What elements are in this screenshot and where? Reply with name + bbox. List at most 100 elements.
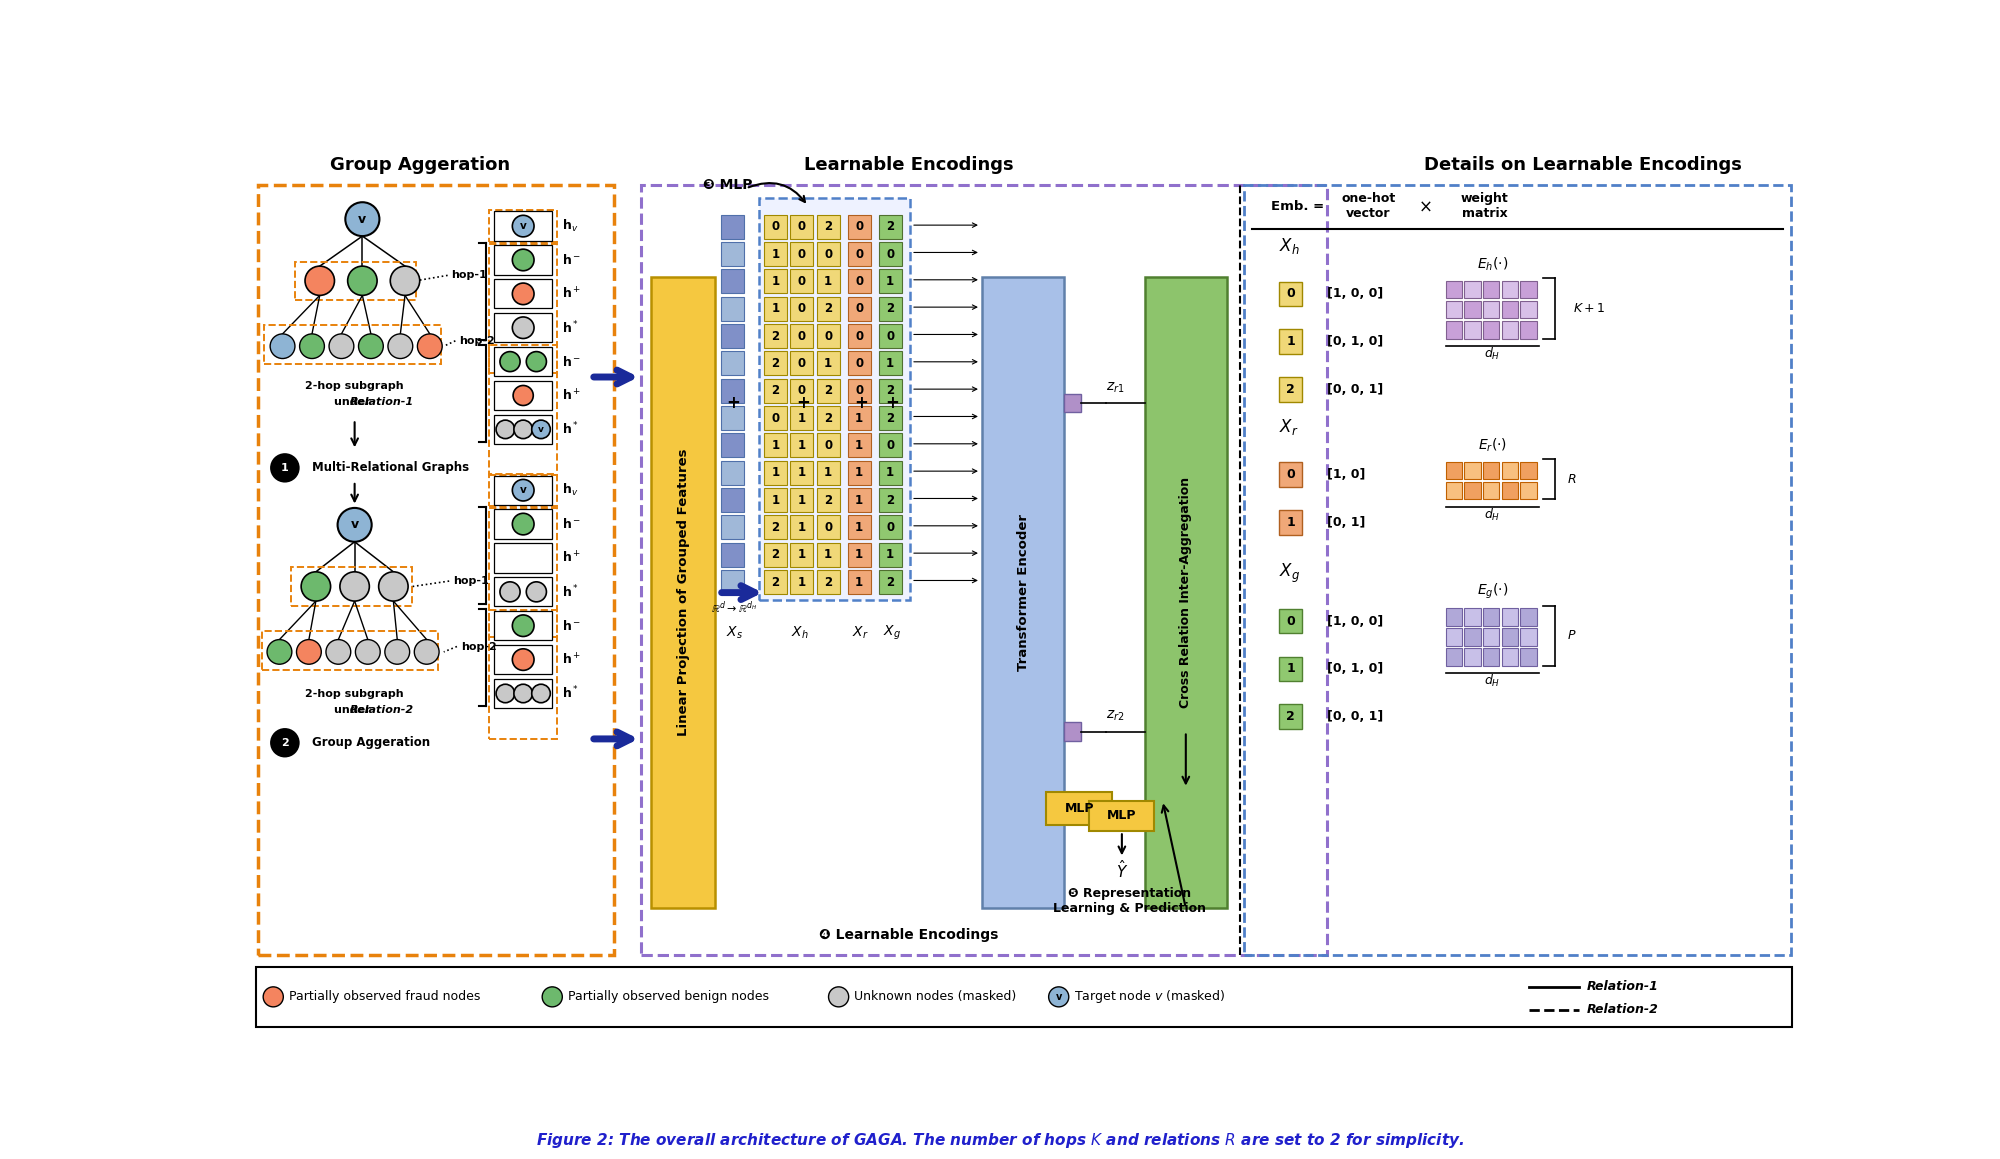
Bar xyxy=(790,406,814,430)
Bar xyxy=(490,508,556,637)
Text: hop-1: hop-1 xyxy=(452,270,488,280)
Bar xyxy=(764,488,788,512)
Text: Transformer Encoder: Transformer Encoder xyxy=(1016,515,1030,671)
Text: +: + xyxy=(884,394,898,411)
Bar xyxy=(1064,722,1080,741)
Bar xyxy=(1520,280,1536,299)
Text: 2: 2 xyxy=(824,384,832,398)
Bar xyxy=(494,544,552,573)
Text: +: + xyxy=(726,394,740,411)
Bar xyxy=(722,460,744,484)
Circle shape xyxy=(356,640,380,664)
Text: Partially observed benign nodes: Partially observed benign nodes xyxy=(568,990,768,1004)
Bar xyxy=(722,488,744,512)
Bar xyxy=(258,184,614,955)
Bar xyxy=(722,214,744,239)
Bar xyxy=(652,277,716,909)
Bar xyxy=(790,269,814,293)
Bar xyxy=(982,277,1064,909)
Bar xyxy=(1484,648,1500,665)
Bar xyxy=(764,406,788,430)
Circle shape xyxy=(532,684,550,702)
Circle shape xyxy=(512,249,534,271)
Bar xyxy=(1502,301,1518,319)
Text: 0: 0 xyxy=(856,248,864,261)
Bar xyxy=(1280,705,1302,729)
Text: 2: 2 xyxy=(772,548,780,561)
Bar xyxy=(878,488,902,512)
Bar xyxy=(878,351,902,376)
Text: 1: 1 xyxy=(1286,335,1296,348)
Bar xyxy=(1520,461,1536,480)
Text: $E_g(\cdot)$: $E_g(\cdot)$ xyxy=(1476,582,1508,602)
Text: Unknown nodes (masked): Unknown nodes (masked) xyxy=(854,990,1016,1004)
Bar xyxy=(1484,608,1500,626)
Text: 2: 2 xyxy=(1286,710,1296,723)
Bar xyxy=(790,351,814,376)
Text: Target node $v$ (masked): Target node $v$ (masked) xyxy=(1074,989,1226,1005)
Text: 0: 0 xyxy=(824,439,832,452)
Bar xyxy=(1502,648,1518,665)
Text: 0: 0 xyxy=(1286,614,1296,628)
Text: Emb. =: Emb. = xyxy=(1272,199,1324,212)
Circle shape xyxy=(512,216,534,236)
Circle shape xyxy=(512,283,534,305)
Text: 2: 2 xyxy=(824,302,832,315)
Bar xyxy=(490,474,556,506)
Circle shape xyxy=(514,420,532,438)
Bar xyxy=(494,510,552,539)
Text: 2: 2 xyxy=(280,738,288,748)
Bar xyxy=(494,577,552,606)
Text: 1: 1 xyxy=(856,411,864,424)
Text: 0: 0 xyxy=(824,520,832,534)
Text: 0: 0 xyxy=(798,275,806,287)
Bar xyxy=(1502,482,1518,500)
Bar xyxy=(1244,184,1790,955)
Circle shape xyxy=(500,351,520,372)
Bar xyxy=(848,323,870,348)
Bar xyxy=(722,297,744,321)
Bar xyxy=(816,351,840,376)
Text: $X_h$: $X_h$ xyxy=(790,625,808,641)
Text: hop-1: hop-1 xyxy=(454,576,488,586)
Bar xyxy=(722,516,744,539)
Bar xyxy=(878,323,902,348)
Text: v: v xyxy=(350,518,358,531)
Text: [1, 0, 0]: [1, 0, 0] xyxy=(1328,287,1384,300)
Bar xyxy=(878,406,902,430)
Bar xyxy=(1464,321,1480,338)
Bar xyxy=(1502,608,1518,626)
Text: hop-2: hop-2 xyxy=(460,336,496,345)
Bar xyxy=(722,242,744,267)
Bar xyxy=(764,269,788,293)
Text: 2: 2 xyxy=(772,576,780,589)
Bar xyxy=(1280,377,1302,402)
Bar xyxy=(816,460,840,484)
Circle shape xyxy=(418,334,442,358)
Text: v: v xyxy=(520,486,526,495)
Bar xyxy=(490,345,556,475)
Text: [0, 0, 1]: [0, 0, 1] xyxy=(1328,382,1384,396)
Bar xyxy=(494,611,552,641)
Text: 1: 1 xyxy=(886,548,894,561)
Circle shape xyxy=(340,571,370,602)
Circle shape xyxy=(270,334,294,358)
Circle shape xyxy=(414,640,440,664)
Text: Relation-1: Relation-1 xyxy=(1586,981,1658,993)
Text: v: v xyxy=(538,425,544,433)
Text: 0: 0 xyxy=(856,357,864,370)
Bar xyxy=(816,542,840,567)
Text: $X_r$: $X_r$ xyxy=(852,625,870,641)
Bar xyxy=(1464,280,1480,299)
Bar xyxy=(722,542,744,567)
Bar xyxy=(1464,461,1480,480)
Text: 2: 2 xyxy=(886,411,894,424)
Bar xyxy=(1046,793,1112,825)
Text: 0: 0 xyxy=(772,220,780,233)
Text: MLP: MLP xyxy=(1108,809,1136,823)
Bar xyxy=(1464,648,1480,665)
Circle shape xyxy=(496,684,514,702)
Bar xyxy=(790,297,814,321)
Bar xyxy=(494,313,552,342)
Text: h$^-$: h$^-$ xyxy=(562,355,580,369)
